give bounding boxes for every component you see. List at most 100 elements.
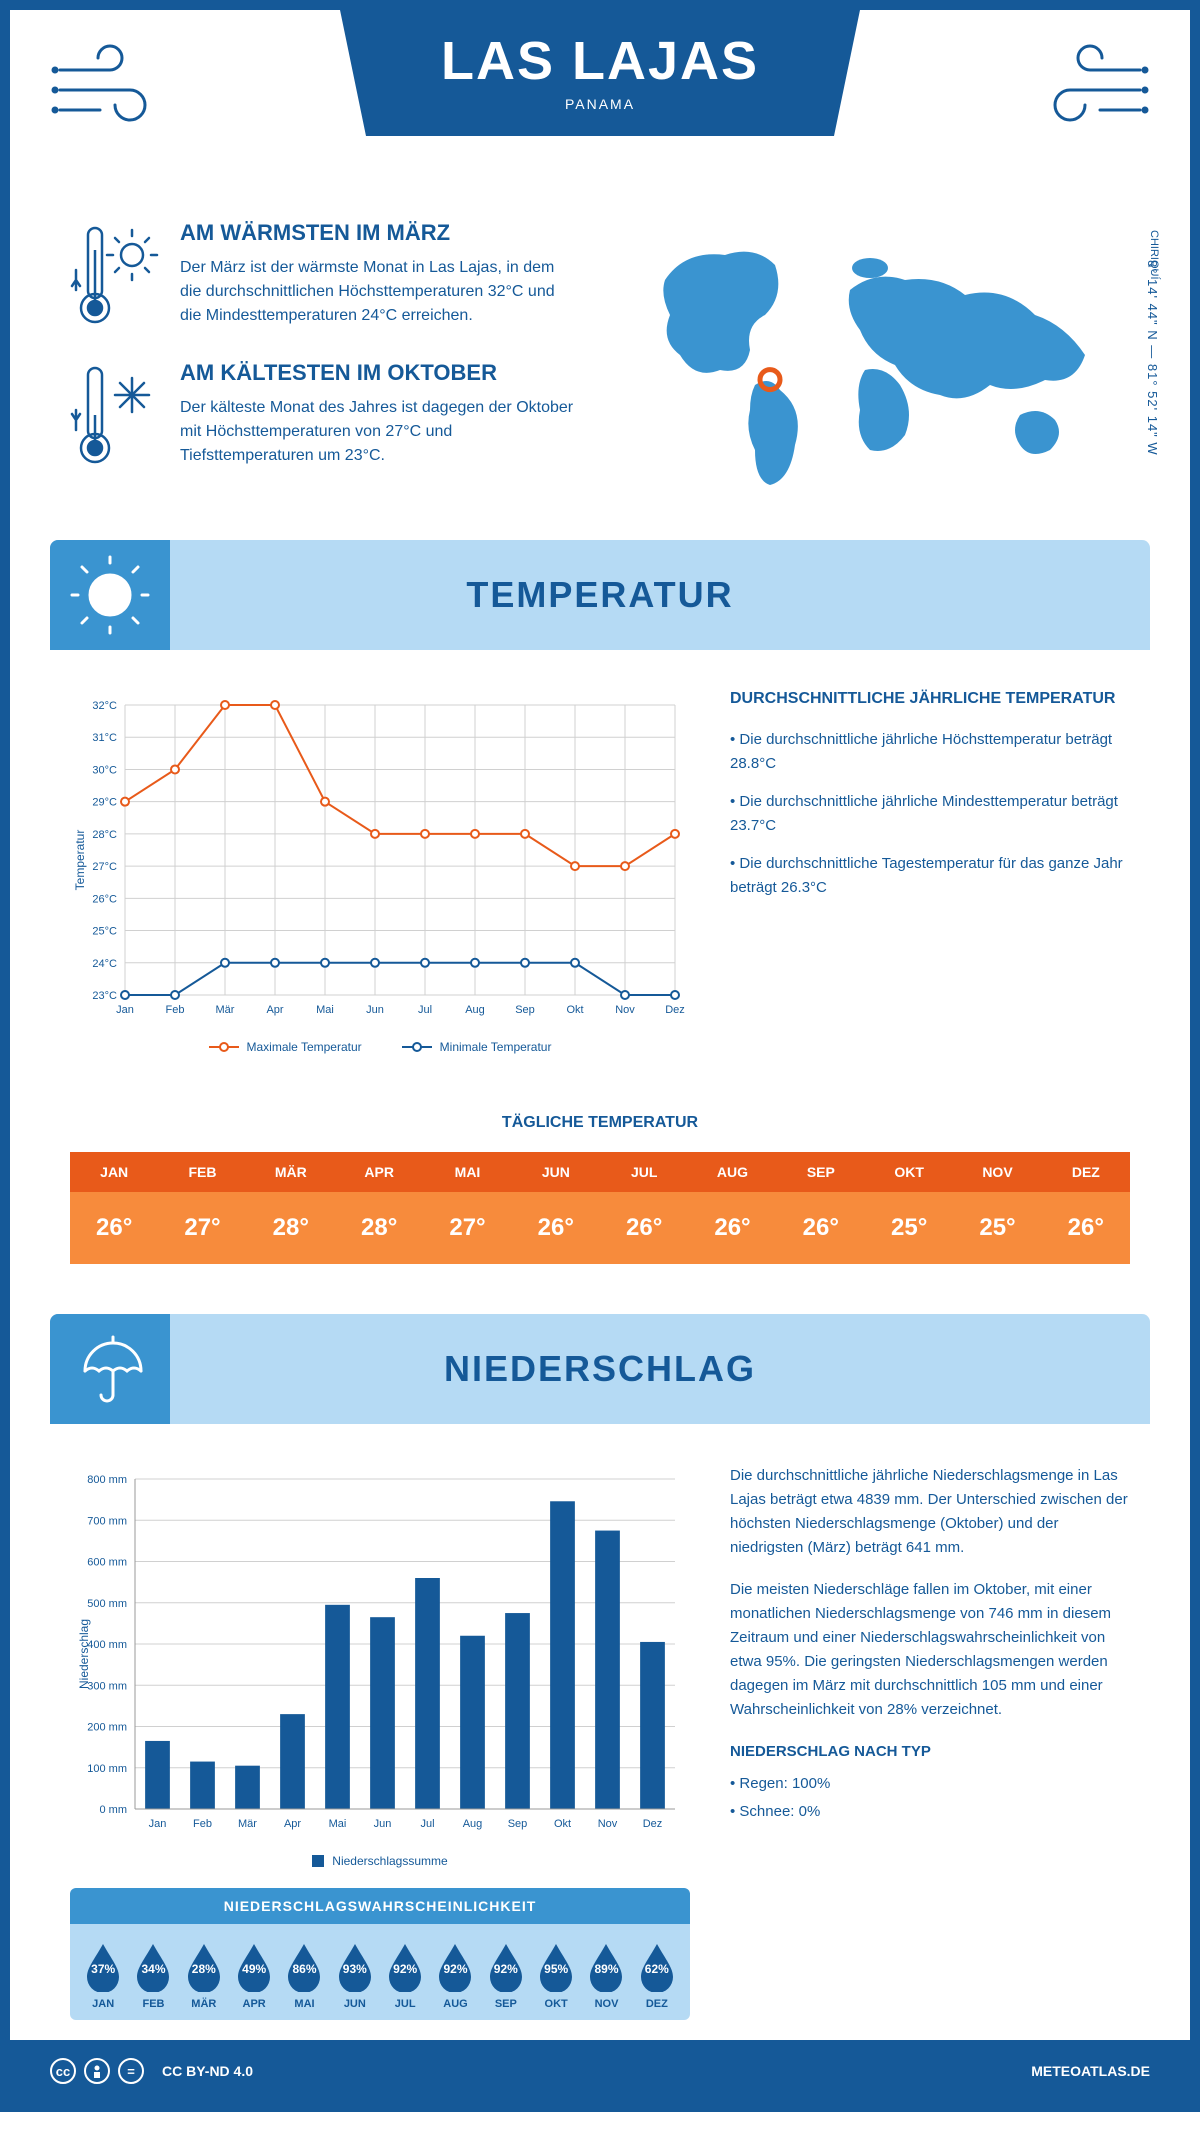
precipitation-chart-row: 0 mm100 mm200 mm300 mm400 mm500 mm600 mm… xyxy=(10,1424,1190,2040)
coordinates: 8° 14' 44" N — 81° 52' 14" W xyxy=(1145,260,1160,456)
probability-month-label: APR xyxy=(231,1998,277,2010)
temp-legend: Maximale Temperatur Minimale Temperatur xyxy=(70,1040,690,1054)
svg-text:Feb: Feb xyxy=(166,1004,185,1016)
probability-month-label: MÄR xyxy=(181,1998,227,2010)
umbrella-section-icon xyxy=(50,1314,170,1424)
precip-type-title: NIEDERSCHLAG NACH TYP xyxy=(730,1740,1130,1764)
sun-section-icon xyxy=(50,540,170,650)
cc-icon: cc xyxy=(50,2058,76,2084)
svg-text:Niederschlag: Niederschlag xyxy=(77,1619,91,1689)
svg-text:Okt: Okt xyxy=(554,1818,571,1830)
daily-month-header: OKT xyxy=(865,1152,953,1192)
daily-temp-table: JANFEBMÄRAPRMAIJUNJULAUGSEPOKTNOVDEZ26°2… xyxy=(70,1152,1130,1264)
probability-item: 34% FEB xyxy=(130,1940,176,2010)
country-subtitle: PANAMA xyxy=(340,96,860,112)
svg-text:Nov: Nov xyxy=(615,1004,635,1016)
svg-text:800 mm: 800 mm xyxy=(87,1474,127,1486)
footer: cc = CC BY-ND 4.0 METEOATLAS.DE xyxy=(10,2040,1190,2102)
world-map xyxy=(620,220,1130,500)
svg-text:400 mm: 400 mm xyxy=(87,1639,127,1651)
svg-text:100 mm: 100 mm xyxy=(87,1763,127,1775)
daily-month-header: SEP xyxy=(777,1152,865,1192)
probability-month-label: NOV xyxy=(583,1998,629,2010)
svg-text:200 mm: 200 mm xyxy=(87,1722,127,1734)
svg-text:Mär: Mär xyxy=(216,1004,235,1016)
probability-box: NIEDERSCHLAGSWAHRSCHEINLICHKEIT 37% JAN 34… xyxy=(70,1888,690,2020)
temp-bullet-3: • Die durchschnittliche Tagestemperatur … xyxy=(730,852,1130,900)
thermometer-snow-icon xyxy=(70,360,160,470)
daily-month-header: AUG xyxy=(688,1152,776,1192)
probability-month-label: AUG xyxy=(432,1998,478,2010)
probability-item: 49%APR xyxy=(231,1940,277,2010)
license-text: CC BY-ND 4.0 xyxy=(162,2063,253,2079)
svg-text:23°C: 23°C xyxy=(92,990,117,1002)
probability-month-label: JAN xyxy=(80,1998,126,2010)
probability-month-label: OKT xyxy=(533,1998,579,2010)
raindrop-icon: 95% xyxy=(535,1940,577,1992)
infographic-page: LAS LAJAS PANAMA AM WÄRMSTEN IM MÄRZ Der… xyxy=(0,0,1200,2112)
title-banner: LAS LAJAS PANAMA xyxy=(340,10,860,136)
temperature-line-chart: 23°C24°C25°C26°C27°C28°C29°C30°C31°C32°C… xyxy=(70,690,690,1054)
raindrop-icon: 86% xyxy=(283,1940,325,1992)
svg-text:Apr: Apr xyxy=(284,1818,301,1830)
svg-text:700 mm: 700 mm xyxy=(87,1515,127,1527)
svg-text:28°C: 28°C xyxy=(92,829,117,841)
svg-text:29°C: 29°C xyxy=(92,797,117,809)
svg-text:300 mm: 300 mm xyxy=(87,1680,127,1692)
raindrop-icon: 92% xyxy=(434,1940,476,1992)
site-name: METEOATLAS.DE xyxy=(1031,2063,1150,2079)
daily-temp-cell: 26° xyxy=(600,1192,688,1264)
daily-month-header: FEB xyxy=(158,1152,246,1192)
probability-title: NIEDERSCHLAGSWAHRSCHEINLICHKEIT xyxy=(70,1888,690,1924)
daily-title: TÄGLICHE TEMPERATUR xyxy=(70,1114,1130,1132)
daily-temp-cell: 27° xyxy=(158,1192,246,1264)
daily-temp-cell: 26° xyxy=(1042,1192,1130,1264)
daily-temp-cell: 28° xyxy=(335,1192,423,1264)
probability-month-label: JUN xyxy=(332,1998,378,2010)
precip-para-1: Die durchschnittliche jährliche Niedersc… xyxy=(730,1464,1130,1560)
precipitation-heading: NIEDERSCHLAG xyxy=(444,1348,756,1390)
probability-item: 62%DEZ xyxy=(634,1940,680,2010)
svg-text:26°C: 26°C xyxy=(92,893,117,905)
raindrop-icon: 34% xyxy=(132,1940,174,1992)
temp-bullet-1: • Die durchschnittliche jährliche Höchst… xyxy=(730,728,1130,776)
svg-text:500 mm: 500 mm xyxy=(87,1598,127,1610)
nd-icon: = xyxy=(118,2058,144,2084)
temp-info-title: DURCHSCHNITTLICHE JÄHRLICHE TEMPERATUR xyxy=(730,690,1130,708)
legend-max-label: Maximale Temperatur xyxy=(247,1040,362,1054)
precipitation-banner: NIEDERSCHLAG xyxy=(50,1314,1150,1424)
warmest-text: Der März ist der wärmste Monat in Las La… xyxy=(180,256,580,328)
precip-type-2: • Schnee: 0% xyxy=(730,1800,1130,1824)
coldest-block: AM KÄLTESTEN IM OKTOBER Der kälteste Mon… xyxy=(70,360,580,470)
temp-bullet-2: • Die durchschnittliche jährliche Mindes… xyxy=(730,790,1130,838)
probability-item: 28%MÄR xyxy=(181,1940,227,2010)
daily-month-header: MAI xyxy=(423,1152,511,1192)
svg-text:Jul: Jul xyxy=(418,1004,432,1016)
svg-text:Mär: Mär xyxy=(238,1818,257,1830)
probability-item: 89%NOV xyxy=(583,1940,629,2010)
svg-text:30°C: 30°C xyxy=(92,764,117,776)
probability-item: 86%MAI xyxy=(281,1940,327,2010)
legend-min-label: Minimale Temperatur xyxy=(440,1040,552,1054)
precip-legend: Niederschlagssumme xyxy=(70,1854,690,1868)
daily-temp-cell: 28° xyxy=(247,1192,335,1264)
probability-item: 93%JUN xyxy=(332,1940,378,2010)
svg-text:Feb: Feb xyxy=(193,1818,212,1830)
summary-text-col: AM WÄRMSTEN IM MÄRZ Der März ist der wär… xyxy=(70,220,580,500)
svg-text:0 mm: 0 mm xyxy=(100,1804,128,1816)
daily-temp-cell: 25° xyxy=(953,1192,1041,1264)
svg-text:Jul: Jul xyxy=(420,1818,434,1830)
svg-text:31°C: 31°C xyxy=(92,732,117,744)
probability-month-label: FEB xyxy=(130,1998,176,2010)
map-col: CHIRIQUÍ 8° 14' 44" N — 81° 52' 14" W xyxy=(620,220,1130,500)
header: LAS LAJAS PANAMA xyxy=(10,10,1190,200)
svg-text:Jun: Jun xyxy=(374,1818,392,1830)
svg-text:Aug: Aug xyxy=(465,1004,485,1016)
svg-text:Temperatur: Temperatur xyxy=(73,830,87,891)
raindrop-icon: 37% xyxy=(82,1940,124,1992)
daily-month-header: JAN xyxy=(70,1152,158,1192)
probability-item: 92%JUL xyxy=(382,1940,428,2010)
svg-text:Mai: Mai xyxy=(329,1818,347,1830)
wind-icon-left xyxy=(50,40,180,140)
svg-text:Dez: Dez xyxy=(665,1004,685,1016)
